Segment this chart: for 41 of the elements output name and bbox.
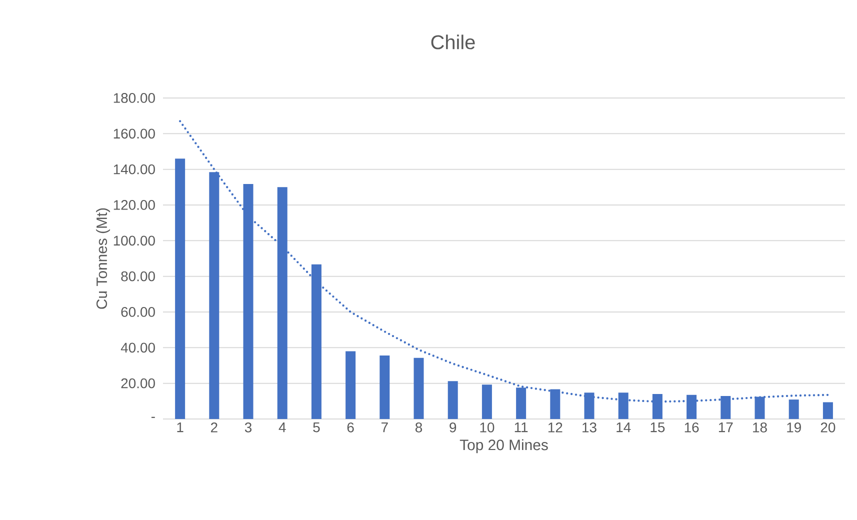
x-tick-label: 16 [684,422,699,432]
y-tick-label: 20.00 [121,378,155,388]
x-tick-label: 4 [278,422,286,432]
x-tick-label: 13 [582,422,596,432]
x-tick-label: 15 [650,422,665,432]
bar [788,400,799,419]
y-tick-label: 180.00 [114,93,155,103]
x-tick-label: 8 [415,422,422,432]
x-tick-label: 9 [450,422,456,432]
x-tick-label: 12 [548,422,562,432]
bar [482,384,492,419]
x-axis-title: Top 20 Mines [460,439,548,454]
y-tick-label: - [151,416,155,418]
chart-title: Chile [431,34,475,50]
bar [346,351,356,419]
x-tick-label: 10 [480,422,494,432]
y-tick-label: 100.00 [114,236,155,246]
x-tick-label: 11 [514,422,528,432]
bar [448,381,458,419]
x-tick-label: 7 [382,422,388,432]
y-tick-label: 140.00 [114,164,155,174]
bar [380,356,390,419]
bar [822,402,833,419]
x-tick-label: 6 [347,422,354,432]
x-tick-label: 19 [787,422,801,432]
x-tick-label: 14 [616,422,631,432]
bar [175,158,186,419]
x-tick-label: 20 [820,422,836,432]
bar [414,358,424,419]
y-tick-label: 160.00 [114,128,155,139]
y-tick-label: 120.00 [114,200,155,210]
y-tick-label: 40.00 [120,342,155,353]
x-tick-label: 5 [313,422,320,432]
x-tick-label: 1 [177,422,184,432]
y-tick-label: 60.00 [121,307,155,317]
x-tick-label: 3 [244,422,252,432]
x-tick-label: 17 [718,422,733,432]
y-tick-label: 80.00 [121,271,155,282]
y-axis-title: Cu Tonnes (Mt) [96,208,110,309]
x-tick-label: 18 [753,422,767,432]
x-tick-label: 2 [210,422,218,432]
